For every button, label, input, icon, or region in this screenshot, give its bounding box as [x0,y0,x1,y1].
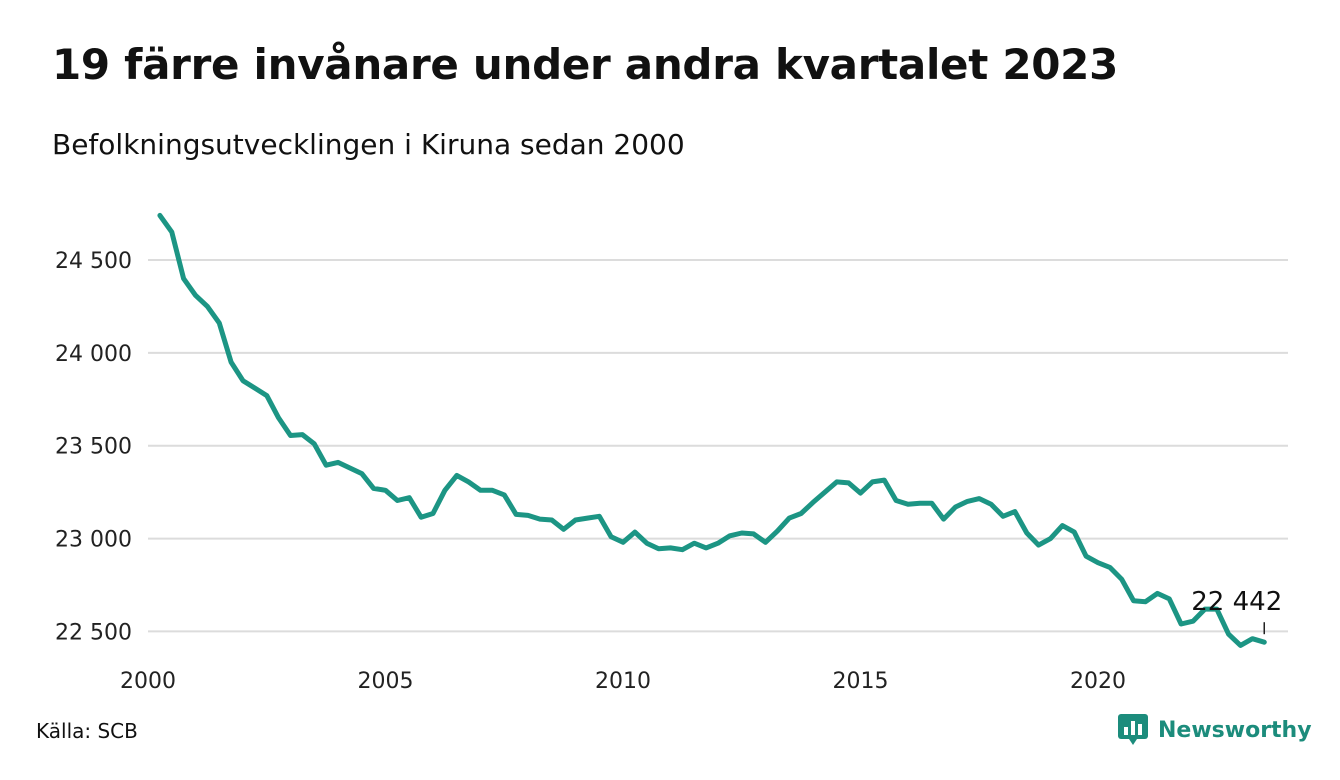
brand-logo[interactable]: Newsworthy [1118,714,1312,746]
x-tick-label: 2005 [358,669,414,694]
y-tick-label: 23 000 [55,528,132,553]
x-tick-label: 2010 [595,669,651,694]
y-tick-label: 23 500 [55,435,132,460]
y-tick-label: 24 000 [55,342,132,367]
chart-subtitle: Befolkningsutvecklingen i Kiruna sedan 2… [52,128,685,161]
chart-title: 19 färre invånare under andra kvartalet … [52,40,1119,89]
bar-chart-speech-icon [1118,714,1148,745]
brand-name: Newsworthy [1158,717,1312,743]
x-tick-label: 2020 [1070,669,1126,694]
y-tick-label: 24 500 [55,249,132,274]
source-note: Källa: SCB [36,719,138,743]
population-line [157,212,1267,648]
x-tick-label: 2015 [833,669,889,694]
latest-value-label: 22 442 [1191,587,1282,617]
x-tick-label: 2000 [120,669,176,694]
y-tick-label: 22 500 [55,620,132,645]
